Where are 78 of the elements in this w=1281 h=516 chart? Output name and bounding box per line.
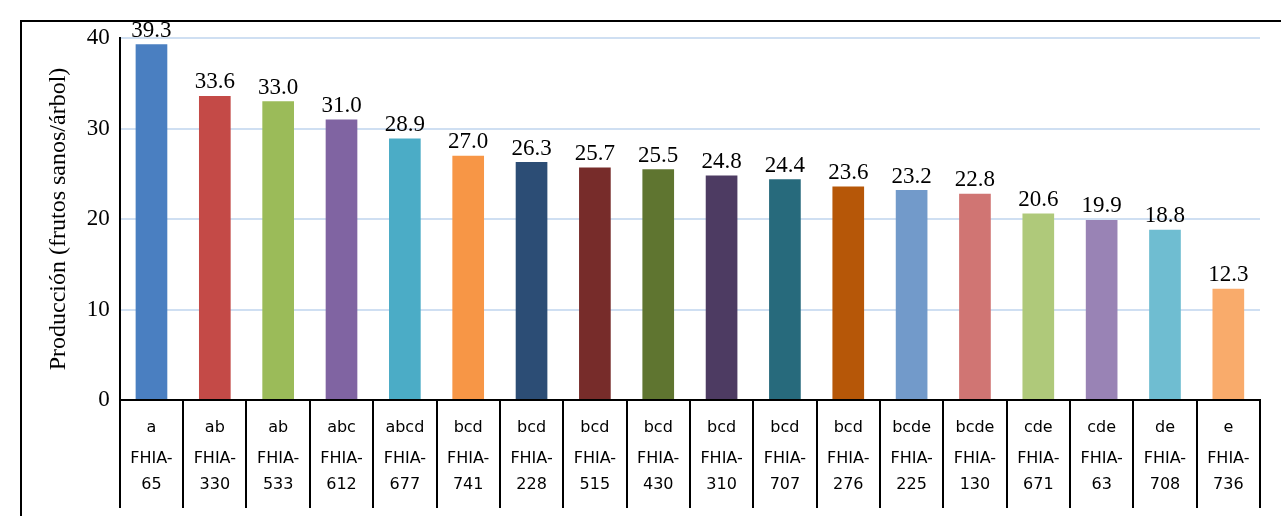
x-tick-label: FHIA-612 (320, 448, 363, 494)
bar (1022, 213, 1055, 399)
text: a (146, 417, 157, 437)
text: e (1223, 417, 1234, 437)
bar (1149, 229, 1181, 399)
data-label: 22.8 (954, 166, 996, 192)
x-tick-label: FHIA-228 (510, 448, 553, 494)
data-label: 18.8 (1144, 202, 1186, 228)
y-tick-label: 10 (86, 295, 110, 321)
x-tick-label: FHIA-430 (637, 448, 680, 494)
bar (579, 167, 611, 399)
bar (198, 95, 231, 399)
text: abcd (385, 417, 425, 437)
data-label: 33.6 (194, 68, 235, 94)
text: ab (268, 417, 289, 437)
bar (1085, 219, 1118, 399)
data-label: 27.0 (448, 128, 489, 154)
text: de (1154, 417, 1175, 437)
text: cde (1087, 417, 1117, 437)
data-label: 33.0 (258, 73, 299, 99)
x-tick-label: FHIA-276 (827, 448, 870, 494)
data-label: 23.2 (891, 162, 932, 188)
bar (325, 119, 358, 399)
data-label: 39.3 (131, 16, 172, 42)
bar (959, 193, 991, 399)
text: abc (327, 417, 356, 437)
x-tick-label: FHIA-515 (573, 448, 617, 494)
bar (895, 190, 928, 399)
data-label: 24.4 (764, 151, 806, 177)
bar (705, 175, 738, 399)
data-label: 25.7 (574, 139, 616, 165)
bar (135, 44, 168, 399)
y-axis-title: Producción (frutos sanos/árbol) (43, 67, 70, 371)
data-label: 26.3 (511, 134, 552, 160)
text: bcd (770, 417, 800, 437)
text: bcd (453, 417, 483, 437)
text: bcd (580, 417, 610, 437)
text: bcde (892, 417, 932, 437)
bar (1212, 288, 1245, 399)
bar (769, 179, 801, 399)
x-tick-label: FHIA-330 (193, 448, 236, 494)
text: bcd (833, 417, 863, 437)
data-label: 25.5 (638, 141, 679, 167)
text: bcd (516, 417, 547, 437)
text: cde (1023, 417, 1053, 437)
x-tick-label: FHIA-736 (1207, 448, 1250, 494)
y-tick-label: 0 (98, 386, 110, 412)
data-label: 24.8 (701, 148, 742, 174)
text: ab (204, 417, 225, 437)
bar (515, 161, 548, 399)
x-tick-label: FHIA-741 (447, 448, 490, 494)
data-label: 28.9 (384, 111, 425, 136)
data-label: 23.6 (828, 158, 869, 184)
x-tick-label: FHIA-65 (130, 448, 173, 494)
text: bcde (955, 417, 995, 437)
y-tick-label: 20 (86, 205, 110, 231)
x-tick-label: FHIA-707 (763, 448, 807, 494)
bar (452, 155, 485, 399)
data-label: 19.9 (1081, 192, 1122, 218)
bar (832, 186, 865, 399)
x-tick-label: FHIA-671 (1017, 448, 1060, 494)
x-tick-label: FHIA-677 (383, 448, 427, 494)
y-tick-label: 40 (86, 24, 110, 50)
bar (642, 169, 675, 399)
data-label: 12.3 (1208, 261, 1249, 287)
bar (389, 138, 421, 399)
text: bcd (643, 417, 673, 437)
data-label: 20.6 (1018, 186, 1059, 212)
text: bcd (707, 417, 737, 437)
data-label: 31.0 (321, 92, 362, 117)
x-tick-label: FHIA-63 (1080, 448, 1123, 494)
y-tick-label: 30 (86, 114, 110, 140)
x-tick-label: FHIA-130 (953, 448, 997, 494)
bar (262, 101, 294, 399)
x-tick-label: FHIA-708 (1143, 448, 1187, 494)
x-tick-label: FHIA-533 (257, 448, 300, 494)
x-tick-label: FHIA-225 (890, 448, 933, 494)
x-tick-label: FHIA-310 (700, 448, 743, 494)
